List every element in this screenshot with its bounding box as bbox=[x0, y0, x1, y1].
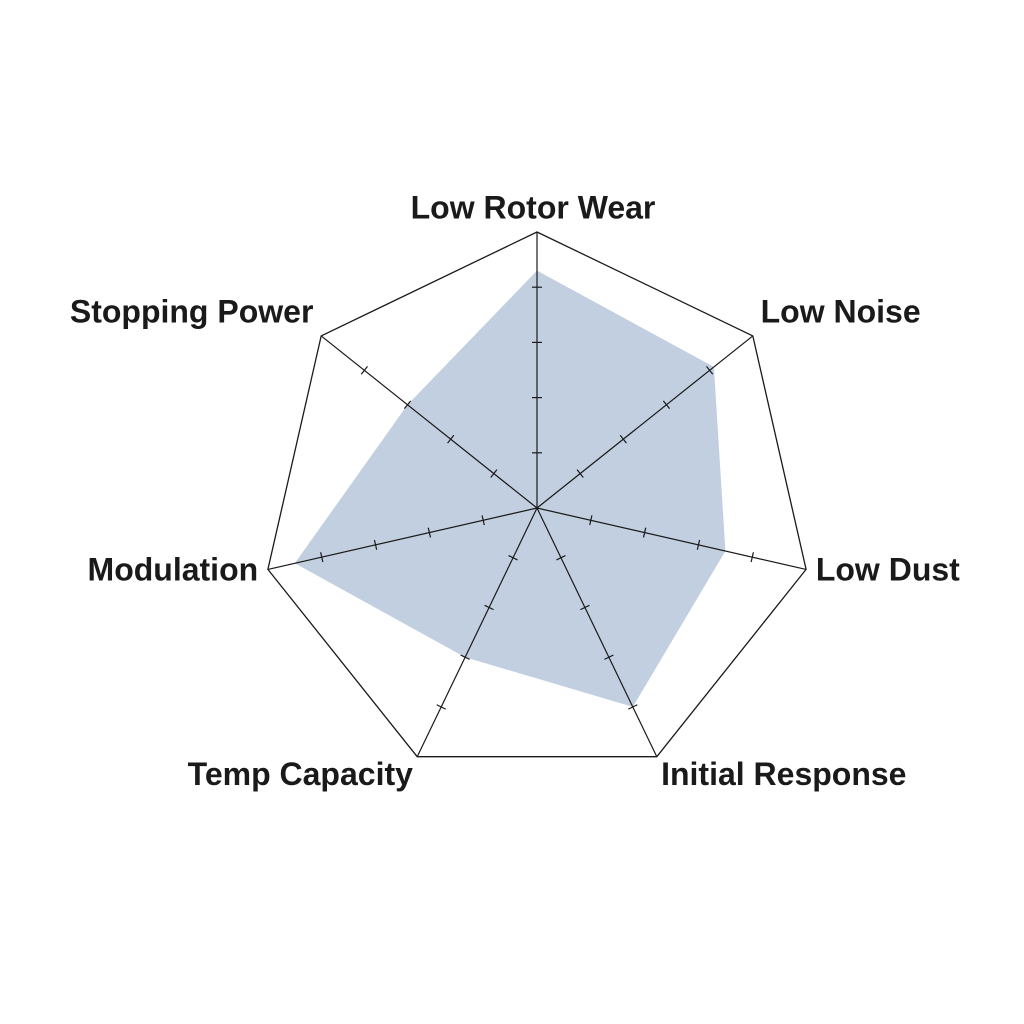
tick-mark bbox=[436, 704, 446, 710]
tick-mark bbox=[447, 434, 455, 444]
tick-mark bbox=[360, 366, 368, 375]
outer-grid bbox=[267, 231, 807, 758]
tick-mark bbox=[604, 654, 614, 660]
tick-mark bbox=[696, 539, 701, 550]
tick-mark bbox=[508, 555, 518, 561]
tick-mark bbox=[619, 434, 627, 444]
tick-mark bbox=[373, 539, 378, 550]
tick-mark bbox=[750, 552, 754, 563]
axis-line bbox=[536, 335, 754, 509]
tick-mark bbox=[628, 704, 638, 710]
tick-mark bbox=[556, 555, 566, 561]
tick-mark bbox=[589, 515, 593, 526]
tick-mark bbox=[484, 604, 494, 611]
axis-line bbox=[536, 507, 658, 757]
data-area bbox=[294, 270, 726, 707]
tick-mark bbox=[490, 469, 498, 478]
axis-label: Modulation bbox=[88, 552, 259, 588]
tick-mark bbox=[662, 400, 671, 410]
tick-mark bbox=[642, 527, 647, 538]
axis-label: Initial Response bbox=[661, 756, 906, 792]
tick-mark bbox=[460, 654, 470, 660]
tick-mark bbox=[320, 552, 324, 563]
tick-mark bbox=[706, 366, 714, 375]
axis-label: Stopping Power bbox=[70, 293, 314, 329]
axis-line bbox=[267, 507, 538, 571]
axis-label: Low Dust bbox=[816, 552, 960, 588]
tick-mark bbox=[427, 527, 432, 538]
axis-line bbox=[320, 335, 538, 509]
tick-mark bbox=[403, 400, 412, 410]
axis-label: Temp Capacity bbox=[188, 756, 413, 792]
axis-label: Low Rotor Wear bbox=[411, 189, 656, 225]
tick-mark bbox=[481, 515, 485, 526]
tick-mark bbox=[580, 604, 590, 611]
axis-label: Low Noise bbox=[761, 293, 921, 329]
axis-line bbox=[536, 507, 807, 571]
tick-mark bbox=[576, 469, 584, 478]
axis-line bbox=[416, 507, 538, 757]
